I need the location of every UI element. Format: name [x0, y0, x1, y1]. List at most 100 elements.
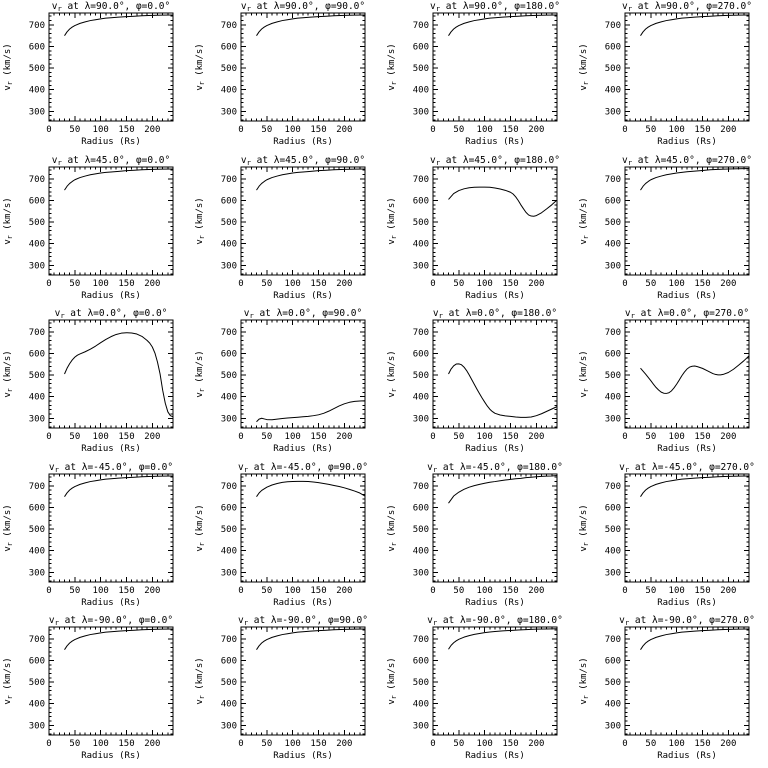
x-tick-label: 150 [118, 125, 134, 135]
x-tick-label: 0 [430, 586, 435, 596]
x-tick-label: 50 [453, 279, 464, 289]
y-tick-label: 300 [221, 107, 237, 117]
data-curve [64, 14, 174, 36]
panel-title: vr at λ=45.0°, φ=180.0° [430, 155, 560, 167]
y-tick-label: 300 [29, 107, 45, 117]
x-tick-label: 100 [669, 432, 685, 442]
x-tick-label: 50 [645, 125, 656, 135]
y-tick-label: 600 [413, 657, 429, 667]
y-tick-label: 300 [413, 722, 429, 732]
data-curve [256, 628, 366, 651]
plot-frame [624, 626, 750, 736]
y-tick-label: 600 [29, 350, 45, 360]
x-axis-label: Radius (Rs) [657, 291, 717, 301]
x-tick-label: 150 [502, 739, 518, 749]
y-tick-label: 500 [29, 218, 45, 228]
y-tick-label: 500 [605, 218, 621, 228]
plot-panel-lambda-90.0-phi0.0: 0 50 100 150 200 300 400 500 600 700 vr at λ=-90.0… [3, 615, 174, 761]
x-axis-label: Radius (Rs) [273, 598, 333, 608]
y-tick-label: 400 [221, 700, 237, 710]
y-axis-label: vr (km/s) [579, 504, 590, 551]
y-tick-label: 600 [29, 196, 45, 206]
data-curve [448, 628, 558, 650]
x-tick-label: 100 [477, 586, 493, 596]
x-tick-label: 150 [694, 739, 710, 749]
x-tick-label: 200 [336, 586, 352, 596]
x-tick-label: 200 [528, 125, 544, 135]
y-tick-label: 300 [221, 722, 237, 732]
y-tick-label: 400 [29, 239, 45, 249]
y-tick-label: 400 [605, 393, 621, 403]
x-tick-label: 0 [238, 279, 243, 289]
x-tick-label: 0 [622, 432, 627, 442]
data-curve [256, 400, 366, 423]
y-tick-label: 700 [29, 328, 45, 338]
y-tick-label: 700 [413, 174, 429, 184]
y-tick-label: 300 [29, 722, 45, 732]
data-curve [640, 14, 750, 36]
plot-panel-lambda0.0-phi90.0: 0 50 100 150 200 300 400 500 600 700 vr at λ=0.0°,… [195, 308, 366, 454]
y-tick-label: 400 [413, 393, 429, 403]
y-axis-label: vr (km/s) [579, 351, 590, 398]
y-tick-label: 400 [413, 700, 429, 710]
y-tick-label: 600 [221, 42, 237, 52]
x-tick-label: 150 [118, 586, 134, 596]
panel-title: vr at λ=-45.0°, φ=90.0° [238, 462, 368, 474]
data-curve [64, 628, 174, 651]
panel-title: vr at λ=-90.0°, φ=0.0° [49, 615, 173, 627]
x-tick-label: 100 [285, 432, 301, 442]
plot-panel-lambda90.0-phi90.0: 0 50 100 150 200 300 400 500 600 700 vr at λ=90.0°… [195, 1, 366, 147]
y-tick-label: 500 [413, 678, 429, 688]
y-axis-label: vr (km/s) [579, 43, 590, 90]
x-tick-label: 0 [46, 279, 51, 289]
plot-frame [624, 166, 750, 276]
y-tick-label: 300 [413, 414, 429, 424]
y-tick-label: 400 [605, 546, 621, 556]
x-tick-label: 100 [93, 432, 109, 442]
panel-title: vr at λ=-90.0°, φ=180.0° [427, 615, 563, 627]
plot-panel-lambda0.0-phi270.0: 0 50 100 150 200 300 400 500 600 700 vr at λ=0.0°,… [579, 308, 750, 454]
x-tick-label: 150 [502, 586, 518, 596]
y-tick-label: 600 [413, 503, 429, 513]
y-tick-label: 500 [413, 371, 429, 381]
x-tick-label: 50 [645, 432, 656, 442]
x-tick-label: 0 [46, 432, 51, 442]
data-curve [640, 167, 750, 190]
x-tick-label: 50 [261, 125, 272, 135]
x-axis-label: Radius (Rs) [465, 598, 525, 608]
x-tick-label: 100 [285, 279, 301, 289]
panel-title: vr at λ=90.0°, φ=270.0° [622, 1, 752, 13]
plot-frame [240, 319, 366, 429]
y-tick-label: 500 [29, 64, 45, 74]
plot-frame [432, 626, 558, 736]
y-tick-label: 600 [413, 42, 429, 52]
y-tick-label: 500 [413, 525, 429, 535]
y-tick-label: 700 [29, 174, 45, 184]
data-curve [256, 480, 366, 497]
y-tick-label: 700 [221, 635, 237, 645]
x-tick-label: 150 [310, 279, 326, 289]
x-tick-label: 100 [285, 739, 301, 749]
y-tick-label: 400 [29, 86, 45, 96]
x-tick-label: 200 [720, 279, 736, 289]
data-curve [64, 332, 174, 418]
x-tick-label: 50 [645, 586, 656, 596]
panel-title: vr at λ=45.0°, φ=90.0° [241, 155, 365, 167]
x-axis-label: Radius (Rs) [465, 444, 525, 454]
y-tick-label: 300 [221, 261, 237, 271]
x-tick-label: 200 [528, 432, 544, 442]
data-curve [448, 474, 558, 504]
x-tick-label: 150 [310, 125, 326, 135]
x-tick-label: 100 [669, 586, 685, 596]
y-tick-label: 300 [29, 414, 45, 424]
x-tick-label: 150 [310, 586, 326, 596]
y-tick-label: 600 [221, 350, 237, 360]
x-tick-label: 100 [477, 125, 493, 135]
y-tick-label: 600 [29, 657, 45, 667]
y-axis-label: vr (km/s) [3, 197, 14, 244]
data-curve [640, 628, 750, 651]
panel-title: vr at λ=0.0°, φ=90.0° [244, 308, 363, 320]
x-tick-label: 100 [477, 739, 493, 749]
